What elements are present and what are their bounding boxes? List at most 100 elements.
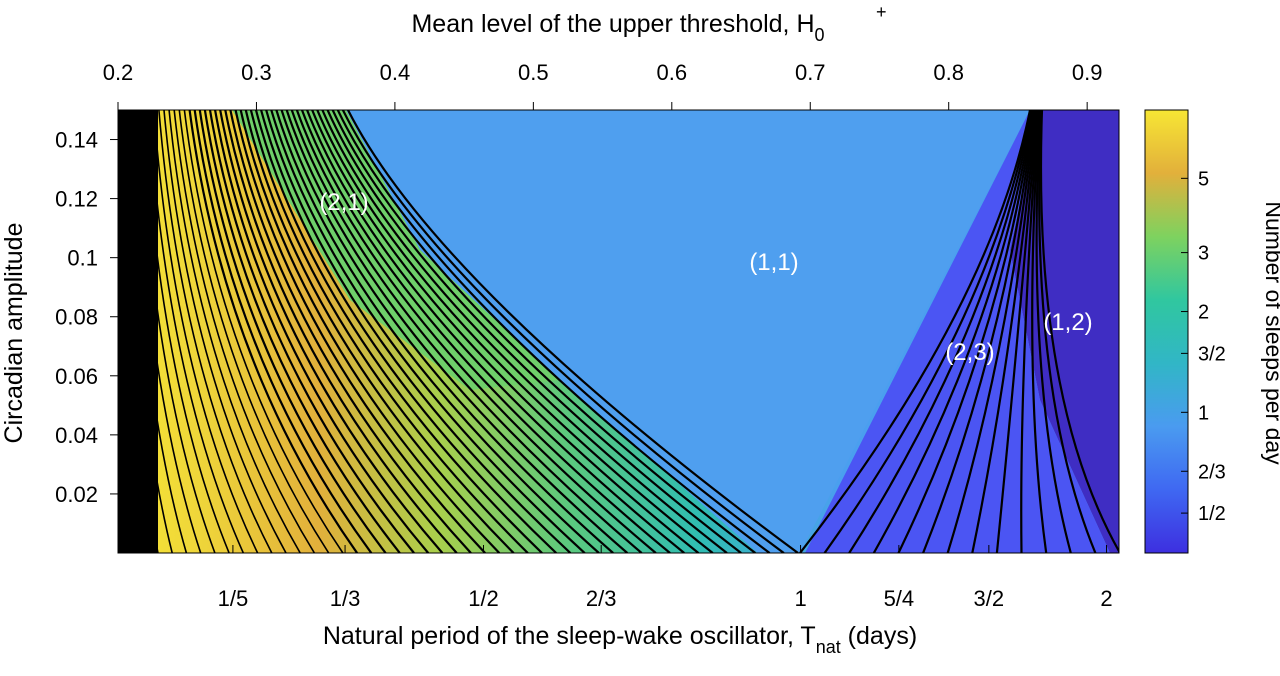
tongue-boundary-line: [244, 110, 515, 553]
tongue-boundary-line: [188, 110, 358, 553]
bottom-axis-label: Natural period of the sleep-wake oscilla…: [323, 622, 816, 650]
tongue-boundary-line: [1035, 110, 1072, 553]
y-tick-label: 0.06: [55, 364, 98, 389]
top-tick-label: 0.5: [518, 60, 549, 85]
tongue-boundary-line: [193, 110, 373, 553]
tongue-boundary-line: [922, 110, 1036, 553]
bottom-axis-title: Natural period of the sleep-wake oscilla…: [323, 622, 917, 657]
tongue-boundary-line: [311, 110, 700, 553]
top-axis-ticks: 0.2 0.3 0.4 0.5 0.6 0.7 0.8 0.9: [103, 60, 1103, 110]
region-label-1-2: (1,2): [1043, 309, 1092, 336]
bottom-tick-label: 1/3: [330, 586, 361, 611]
tongue-boundary-line: [326, 110, 742, 553]
top-tick-label: 0.4: [380, 60, 411, 85]
colorbar-ticks: 1/2 2/3 1 3/2 2 3 5: [1181, 168, 1226, 525]
bottom-tick-label: 1: [794, 586, 806, 611]
y-axis-title: Circadian amplitude: [0, 223, 28, 444]
tongue-boundary-line: [234, 110, 486, 553]
tongue-boundary-line: [224, 110, 458, 553]
bottom-tick-label: 3/2: [974, 586, 1005, 611]
tongue-boundary-line: [127, 110, 188, 553]
tongue-boundary-line: [142, 110, 230, 553]
tongue-boundary-line: [137, 110, 216, 553]
top-axis-label-superscript: +: [876, 2, 887, 22]
region-label-2-1: (2,1): [319, 189, 368, 216]
bottom-tick-label: 2/3: [586, 586, 617, 611]
tongue-boundary-line: [823, 110, 1032, 553]
bottom-axis-ticks: 1/5 1/3 1/2 2/3 1 5/4 3/2 2: [218, 545, 1113, 611]
bottom-axis-label-subscript: nat: [816, 637, 841, 657]
tongue-boundary-line: [178, 110, 330, 553]
tongue-boundary-line: [214, 110, 430, 553]
tongue-boundary-line: [173, 110, 316, 553]
tongue-boundary-line: [285, 110, 629, 553]
tongue-boundary-line: [872, 110, 1034, 553]
colorbar-tick-label: 3: [1198, 243, 1209, 265]
bottom-tick-label: 1/2: [468, 586, 499, 611]
top-tick-label: 0.7: [795, 60, 826, 85]
tongue-boundary-line: [290, 110, 643, 553]
region-label-2-3: (2,3): [945, 339, 994, 366]
tongue-boundary-line: [295, 110, 657, 553]
colorbar-title: Number of sleeps per day: [1261, 201, 1280, 465]
tongue-boundary-line: [848, 110, 1033, 553]
colorbar-tick-label: 2: [1198, 302, 1209, 324]
tongue-boundary-line: [347, 110, 799, 553]
top-tick-label: 0.9: [1072, 60, 1103, 85]
tongue-boundary-line: [1020, 110, 1040, 553]
top-tick-label: 0.2: [103, 60, 134, 85]
y-tick-label: 0.04: [55, 423, 98, 448]
colorbar-tick-label: 3/2: [1198, 343, 1226, 365]
top-tick-label: 0.3: [241, 60, 272, 85]
bottom-tick-label: 2: [1100, 586, 1112, 611]
region-1-1: [346, 110, 1030, 553]
top-axis-label-subscript: 0: [815, 25, 825, 45]
tongue-boundary-line: [239, 110, 501, 553]
tongue-boundary-line: [249, 110, 529, 553]
top-tick-label: 0.8: [933, 60, 964, 85]
y-axis-ticks: 0.02 0.04 0.06 0.08 0.1 0.12 0.14: [55, 128, 118, 507]
y-tick-label: 0.02: [55, 482, 98, 507]
tongue-boundary-line: [260, 110, 557, 553]
bottom-axis-label-tail: (days): [841, 622, 917, 650]
tongue-boundary-line: [254, 110, 543, 553]
tongue-boundary-line: [897, 110, 1035, 553]
colorbar-tick-label: 1: [1198, 402, 1209, 424]
colorbar: [1144, 109, 1189, 554]
tongue-boundary-line: [158, 110, 273, 553]
y-tick-label: 0.14: [55, 128, 98, 153]
tongue-boundary-line: [316, 110, 714, 553]
tongue-boundary-line: [799, 110, 1032, 553]
tongue-boundary-line: [1038, 110, 1097, 553]
region-label-1-1: (1,1): [749, 249, 798, 276]
tongue-boundary-line: [132, 110, 202, 553]
tongue-boundary-line: [208, 110, 415, 553]
tongue-boundary-line: [163, 110, 287, 553]
y-tick-label: 0.12: [55, 187, 98, 212]
top-axis-title: Mean level of the upper threshold, H0: [411, 10, 824, 45]
tongue-boundary-line: [1031, 110, 1048, 553]
top-axis-label: Mean level of the upper threshold, H: [411, 10, 814, 38]
tongue-boundary-line: [336, 110, 771, 553]
tongue-boundary-line: [270, 110, 586, 553]
tongue-boundary-line: [265, 110, 572, 553]
colorbar-tick-label: 1/2: [1198, 503, 1226, 525]
tongue-boundary-lines: [118, 110, 1119, 553]
tongue-boundary-line: [1039, 110, 1119, 553]
tongue-boundary-line: [280, 110, 614, 553]
tongue-boundary-line: [219, 110, 444, 553]
tongue-boundary-line: [275, 110, 600, 553]
tongue-boundary-line: [168, 110, 301, 553]
tongue-boundary-line: [183, 110, 344, 553]
tongue-boundary-line: [300, 110, 671, 553]
colorbar-tick-label: 2/3: [1198, 461, 1226, 483]
y-tick-label: 0.08: [55, 305, 98, 330]
tongue-boundary-line: [341, 110, 785, 553]
tongue-boundary-line: [147, 110, 245, 553]
y-tick-label: 0.1: [67, 246, 98, 271]
tongue-boundary-line: [971, 110, 1038, 553]
tongue-boundary-line: [118, 110, 159, 553]
tongue-boundary-line: [331, 110, 756, 553]
tongue-boundary-line: [229, 110, 472, 553]
